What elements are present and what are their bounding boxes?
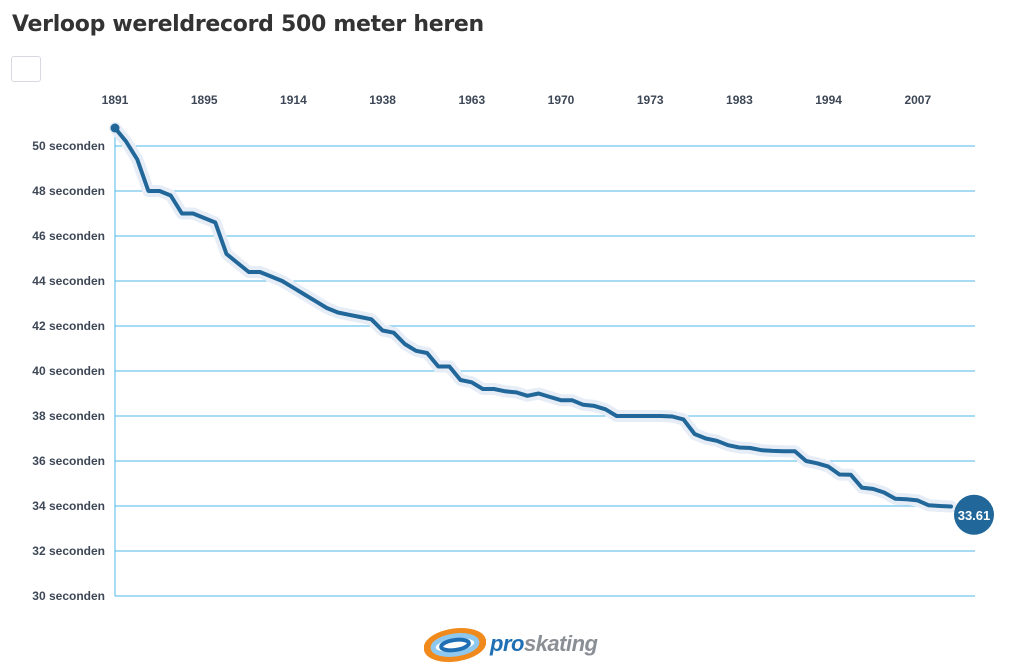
series-line-halo [109,122,957,513]
y-tick-label: 30 seconden [32,589,105,603]
y-axis-labels: 30 seconden 32 seconden 34 seconden 36 seco… [32,139,105,603]
x-tick-label: 1994 [815,93,842,107]
x-tick-label: 1914 [280,93,307,107]
series-layer [109,122,957,513]
y-tick-label: 46 seconden [32,229,105,243]
x-axis-labels: 1891 1895 1914 1938 1963 1970 1973 1983 1994 2007 [102,93,932,107]
x-tick-label: 1938 [369,93,396,107]
end-value-bubble [954,494,994,535]
y-tick-label: 42 seconden [32,319,105,333]
proskating-logo: proskating [424,624,598,664]
chart-menu-button[interactable] [11,56,41,82]
y-tick-label: 38 seconden [32,409,105,423]
x-tick-label: 1973 [637,93,664,107]
y-tick-label: 44 seconden [32,274,105,288]
chart-title: Verloop wereldrecord 500 meter heren [12,12,484,37]
end-value-label: 33.61 [958,508,991,523]
logo-swirl-icon [424,628,486,662]
end-marker-layer: 33.61 [954,494,994,535]
logo-wordmark: proskating [490,631,598,657]
x-tick-label: 1983 [726,93,753,107]
y-tick-label: 32 seconden [32,544,105,558]
x-tick-label: 1963 [458,93,485,107]
grid-layer [115,145,975,597]
series-line [113,126,953,509]
logo-text-pro: pro [490,631,524,656]
y-tick-label: 50 seconden [32,139,105,153]
y-tick-label: 40 seconden [32,364,105,378]
y-tick-label: 36 seconden [32,454,105,468]
x-tick-label: 1970 [548,93,575,107]
start-point-marker [110,123,120,133]
x-tick-label: 2007 [904,93,931,107]
x-tick-label: 1891 [102,93,129,107]
y-tick-label: 48 seconden [32,184,105,198]
logo-text-skating: skating [523,631,598,656]
y-tick-label: 34 seconden [32,499,105,513]
x-tick-label: 1895 [191,93,218,107]
